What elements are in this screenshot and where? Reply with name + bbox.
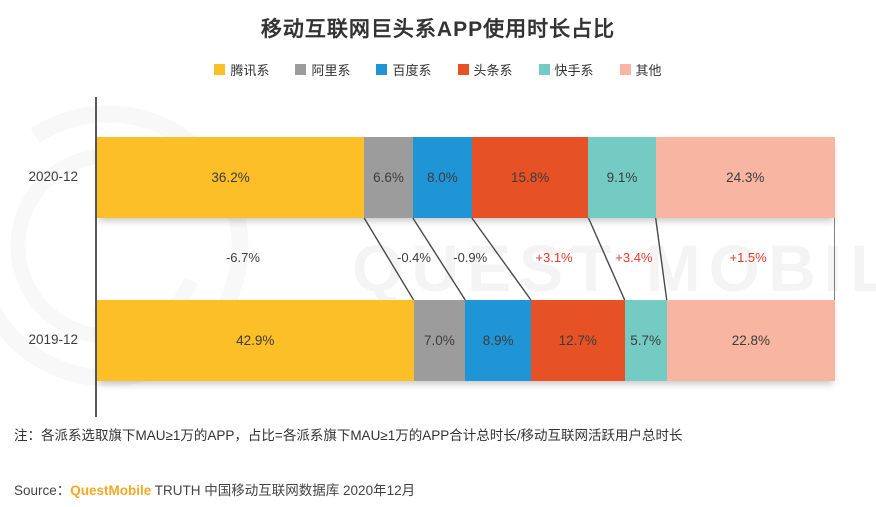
legend-item-阿里系: 阿里系 [295, 60, 350, 79]
legend-label: 百度系 [392, 63, 432, 78]
chart-title: 移动互联网巨头系APP使用时长占比 [260, 18, 616, 41]
legend-item-头条系: 头条系 [457, 60, 513, 79]
bar-segment-value: 15.8% [511, 170, 550, 185]
bar-segment-快手系: 9.1% [588, 137, 656, 218]
bar-row-2019-12: 42.9% 7.0% 8.9% 12.7% 5.7% 22.8% [97, 300, 835, 381]
bar-segment-腾讯系: 42.9% [97, 300, 414, 381]
bar-segment-头条系: 12.7% [530, 300, 625, 381]
legend-swatch-icon [214, 64, 226, 75]
bar-segment-其他: 24.3% [655, 137, 835, 218]
legend-item-腾讯系: 腾讯系 [214, 60, 269, 79]
legend-swatch-icon [619, 64, 631, 75]
category-label: 2020-12 [28, 168, 78, 184]
legend-label: 阿里系 [311, 63, 351, 78]
change-label: +3.1% [535, 250, 573, 265]
footnote: 注：各派系选取旗下MAU≥1万的APP，占比=各派系旗下MAU≥1万的APP合计… [14, 428, 683, 443]
bar-segment-头条系: 15.8% [471, 137, 589, 218]
bar-segment-value: 6.6% [373, 170, 404, 185]
change-label: -0.4% [396, 250, 431, 265]
bar-segment-value: 22.8% [731, 333, 770, 348]
bar-segment-value: 8.0% [426, 170, 458, 185]
source-line: Source：QuestMobile TRUTH 中国移动互联网数据库 2020… [14, 479, 415, 499]
bar-segment-value: 9.1% [606, 170, 638, 185]
bar-segment-百度系: 8.0% [412, 137, 472, 218]
source-prefix: Source： [14, 483, 71, 498]
y-axis-line [95, 97, 97, 417]
legend: 腾讯系 阿里系 百度系 头条系 快手系 其他 [0, 60, 876, 79]
legend-swatch-icon [376, 64, 388, 75]
source-rest: TRUTH 中国移动互联网数据库 2020年12月 [151, 483, 416, 498]
bar-segment-value: 42.9% [236, 333, 275, 348]
bar-segment-value: 5.7% [630, 333, 662, 348]
legend-label: 其他 [635, 63, 662, 78]
legend-label: 腾讯系 [230, 63, 270, 78]
change-label: +1.5% [729, 250, 767, 265]
bar-segment-value: 12.7% [558, 333, 597, 348]
legend-swatch-icon [538, 64, 550, 75]
legend-item-其他: 其他 [619, 60, 662, 79]
legend-item-快手系: 快手系 [538, 60, 594, 79]
bar-segment-快手系: 5.7% [624, 300, 667, 381]
category-label: 2019-12 [28, 331, 78, 347]
plot-area: 36.2% 6.6% 8.0% 15.8% 9.1% 24.3% 42.9% 7.0% 8.9%… [97, 137, 835, 381]
legend-swatch-icon [457, 64, 469, 75]
change-label: +3.4% [615, 250, 653, 265]
legend-swatch-icon [295, 64, 307, 75]
legend-label: 头条系 [473, 63, 513, 78]
bar-segment-腾讯系: 36.2% [97, 137, 365, 218]
bar-segment-百度系: 8.9% [465, 300, 531, 381]
category-labels: 2020-12 2019-12 [14, 137, 78, 381]
bar-segment-value: 24.3% [726, 170, 765, 185]
source-brand: QuestMobile [70, 483, 152, 498]
bar-row-2020-12: 36.2% 6.6% 8.0% 15.8% 9.1% 24.3% [97, 137, 835, 218]
bar-segment-value: 8.9% [482, 333, 514, 348]
change-label: -0.9% [453, 250, 488, 265]
legend-label: 快手系 [554, 63, 594, 78]
bar-segment-value: 7.0% [424, 333, 455, 348]
legend-item-百度系: 百度系 [376, 60, 432, 79]
bar-segment-阿里系: 7.0% [413, 300, 466, 381]
connector-line [654, 217, 668, 301]
bar-segment-其他: 22.8% [666, 300, 835, 381]
change-label: -6.7% [225, 250, 260, 265]
bar-segment-阿里系: 6.6% [364, 137, 413, 218]
bar-segment-value: 36.2% [211, 170, 250, 185]
